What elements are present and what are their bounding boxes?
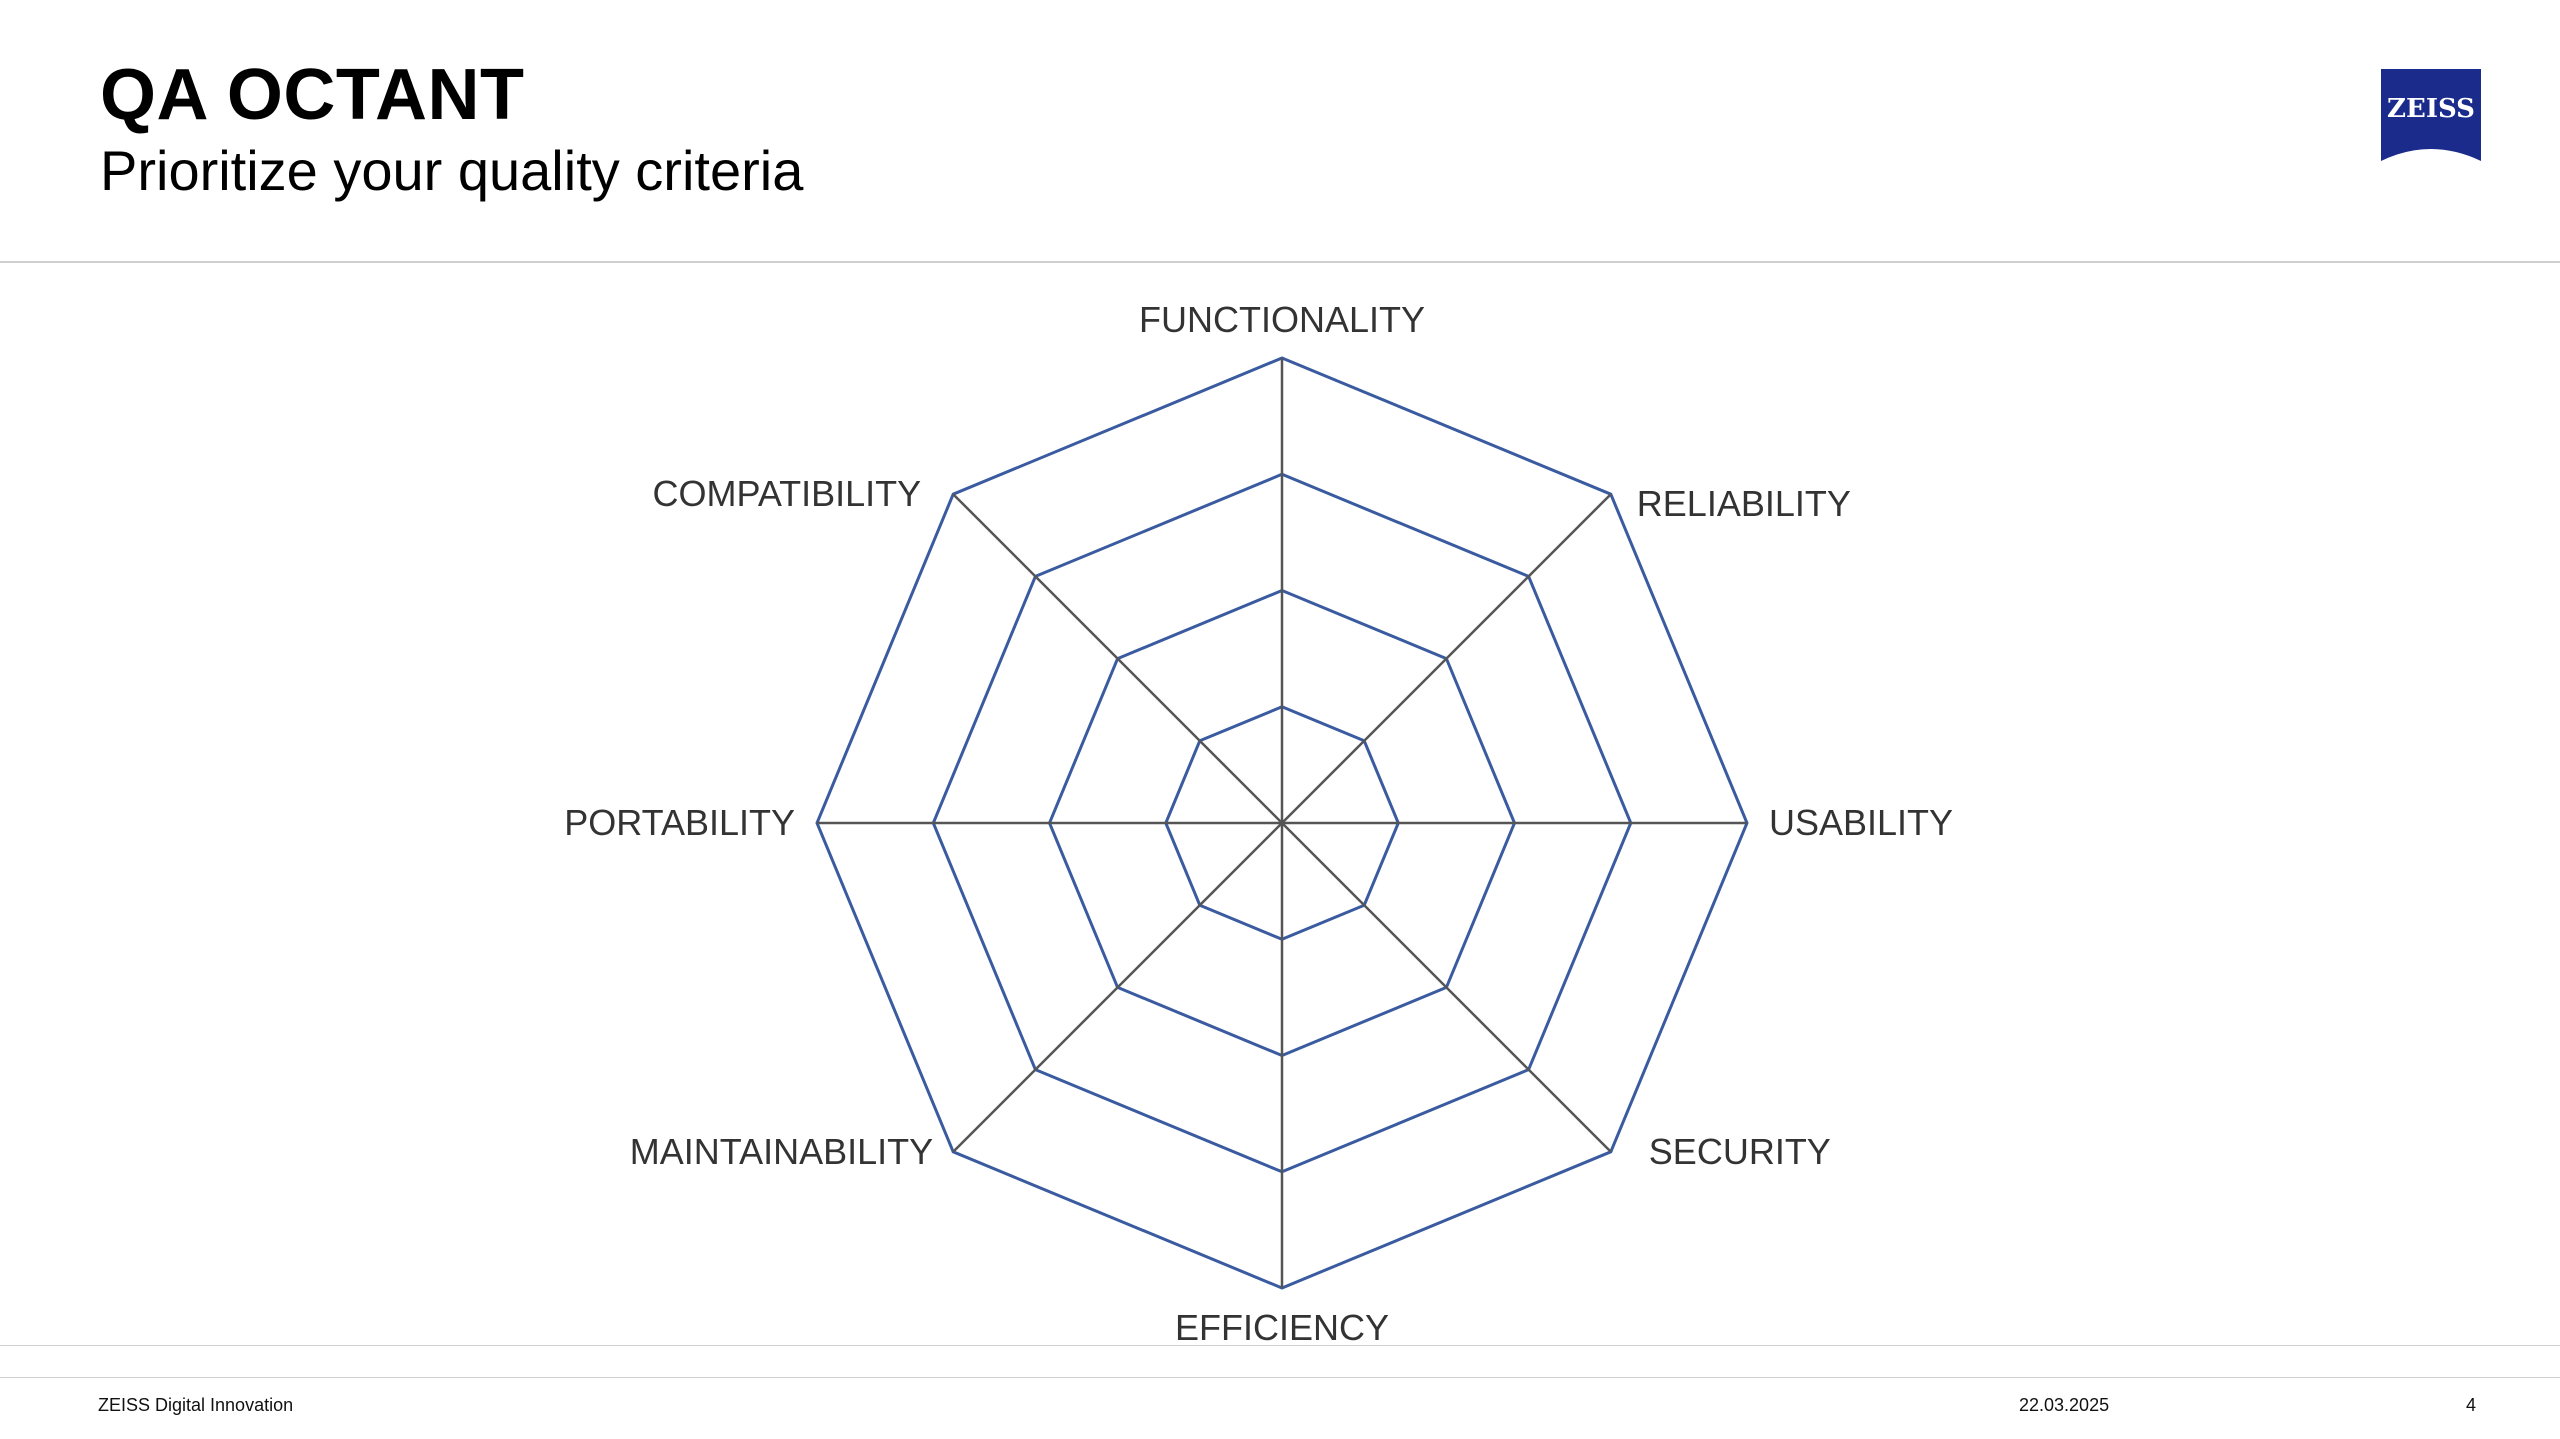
zeiss-logo: ZEISS [2381, 69, 2481, 166]
axis-spoke-reliability [1281, 493, 1612, 824]
footer-date: 22.03.2025 [2019, 1395, 2110, 1415]
page-subtitle: Prioritize your quality criteria [100, 139, 804, 202]
axis-label-maintainability: MAINTAINABILITY [630, 1131, 933, 1172]
logo-text: ZEISS [2387, 94, 2475, 124]
page-title: QA OCTANT [100, 55, 525, 135]
header-divider [0, 261, 2560, 263]
axis-spoke-compatibility [952, 493, 1283, 824]
axis-label-usability: USABILITY [1769, 802, 1953, 843]
axis-label-compatibility: COMPATIBILITY [652, 473, 921, 514]
axis-label-reliability: RELIABILITY [1637, 483, 1851, 524]
axis-label-efficiency: EFFICIENCY [1175, 1307, 1389, 1348]
footer-page-number: 4 [2466, 1395, 2477, 1415]
footer-company: ZEISS Digital Innovation [98, 1395, 294, 1415]
footer-divider-upper [0, 1345, 2560, 1346]
axis-label-functionality: FUNCTIONALITY [1139, 299, 1425, 340]
axis-spoke-security [1281, 822, 1612, 1153]
axis-label-security: SECURITY [1649, 1131, 1831, 1172]
axis-spoke-maintainability [952, 822, 1283, 1153]
footer-divider-lower [0, 1377, 2560, 1378]
axis-label-portability: PORTABILITY [564, 802, 795, 843]
